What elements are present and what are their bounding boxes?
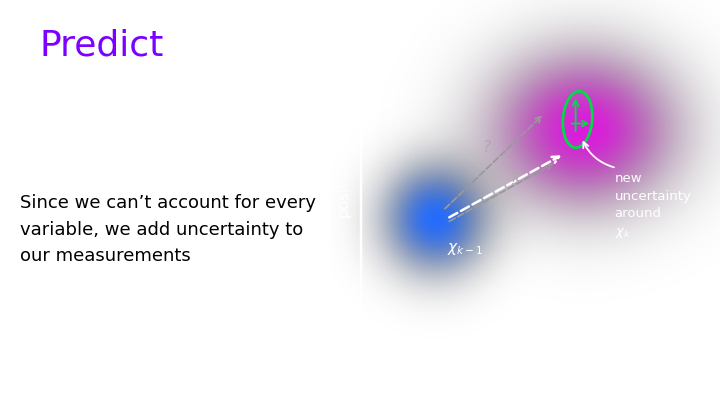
Text: ?: ? — [482, 140, 490, 156]
Text: new
uncertainty
around
$\chi_k$: new uncertainty around $\chi_k$ — [615, 172, 691, 240]
Text: position: position — [336, 156, 351, 217]
Text: Predict: Predict — [40, 28, 164, 62]
Text: $\chi_{k-1}$: $\chi_{k-1}$ — [447, 241, 484, 257]
Text: Since we can’t account for every
variable, we add uncertainty to
our measurement: Since we can’t account for every variabl… — [19, 194, 316, 265]
Text: velocity: velocity — [500, 379, 570, 397]
Text: ?: ? — [509, 173, 517, 188]
